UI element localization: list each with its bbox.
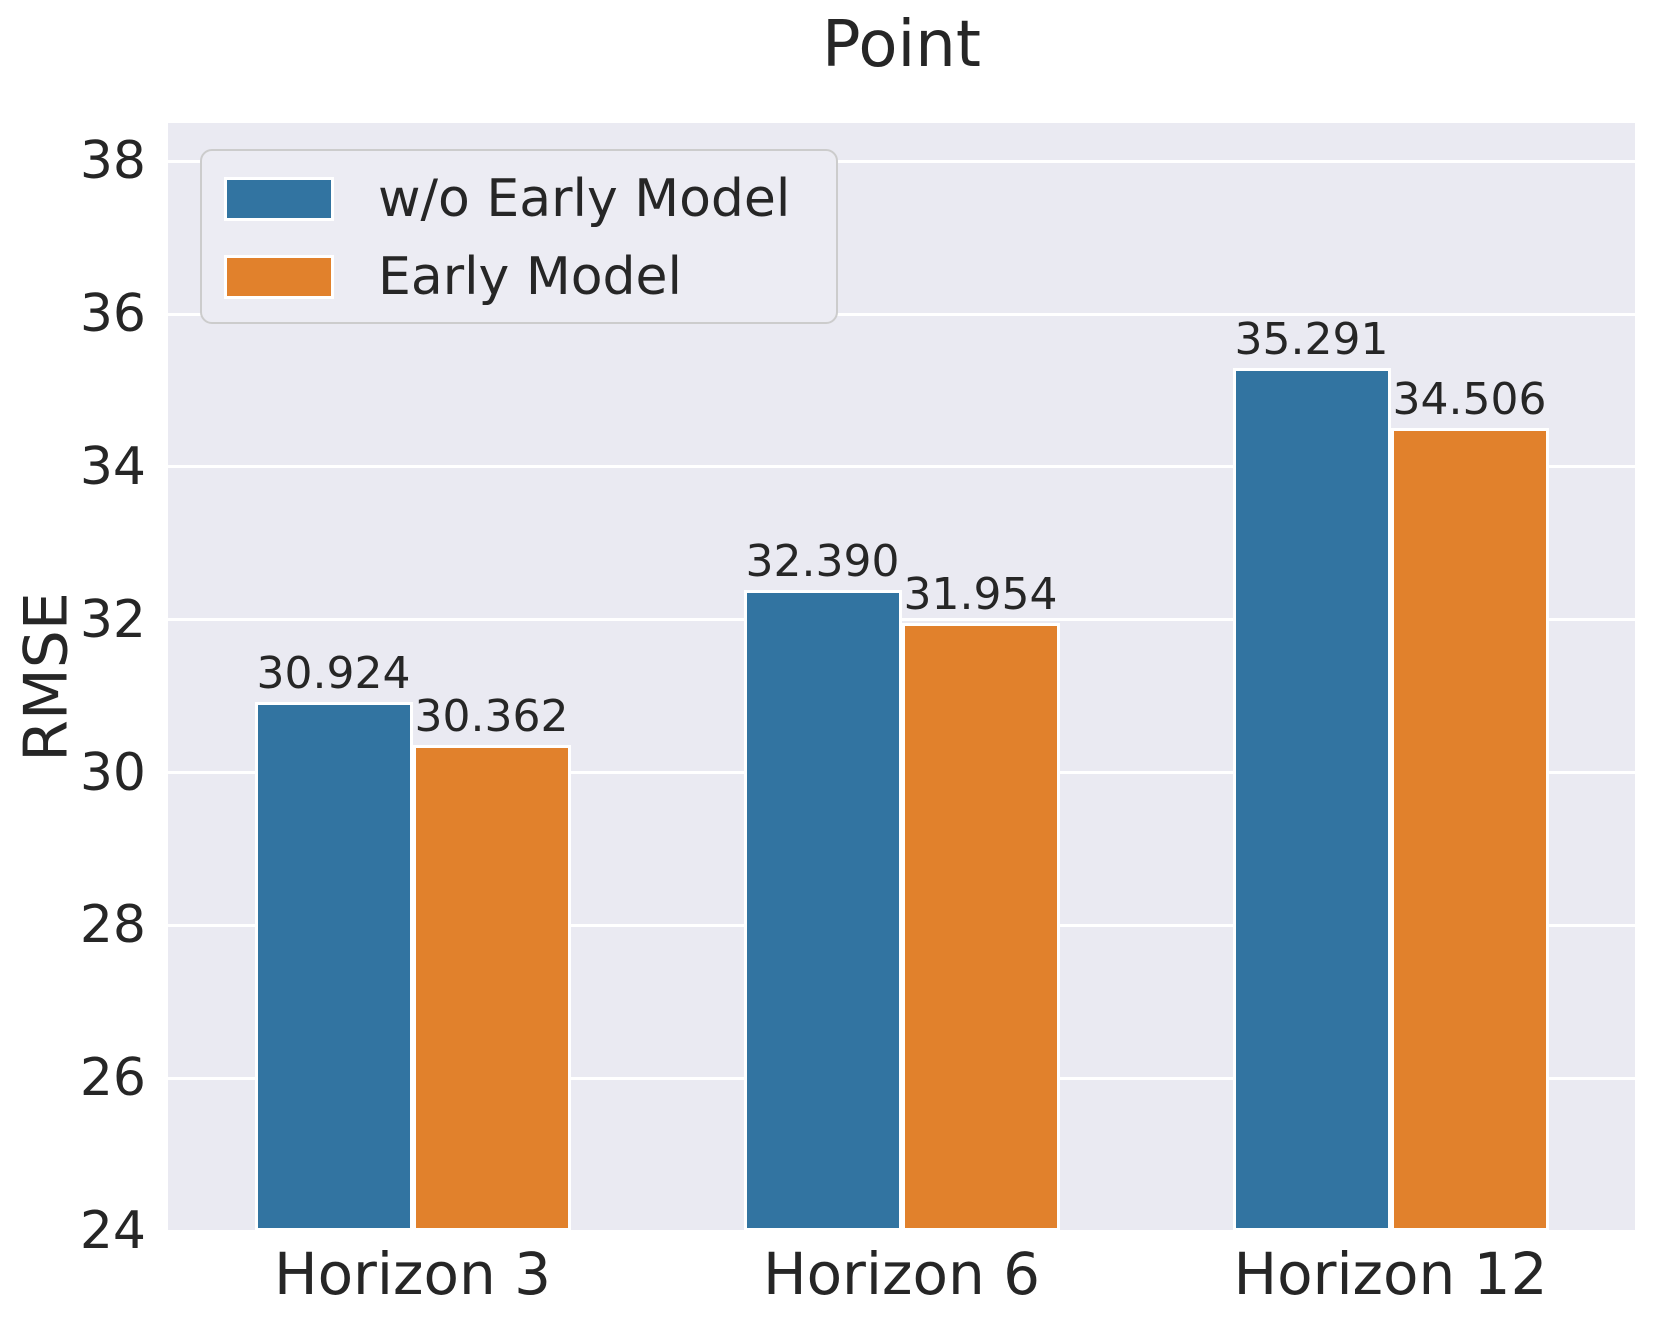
bar-group-2: 32.390 31.954 [657,123,1146,1231]
legend-row: w/o Early Model [224,160,836,238]
y-tick-label-36: 36 [79,284,146,345]
plot-area: 30.924 30.362 32.390 31.954 35.291 34.506 w/o… [168,123,1635,1231]
y-tick-label-24: 24 [79,1201,146,1261]
y-axis-ticks: 24 26 28 30 32 34 36 38 [0,123,146,1257]
legend-label: w/o Early Model [378,169,791,229]
x-axis-ticks: Horizon 3 Horizon 6 Horizon 12 [168,1240,1635,1308]
bar-group-1: 30.924 30.362 [168,123,657,1231]
gridline-y-32 [168,618,1635,622]
bar-value-label: 31.954 [903,569,1058,621]
bar-early-model-2: 31.954 [901,573,1060,1231]
gridline-y-34 [168,465,1635,469]
legend-row: Early Model [224,238,836,316]
y-tick-label-32: 32 [79,589,146,650]
bar-value-label: 34.506 [1392,374,1547,426]
x-tick-label-2: Horizon 6 [762,1240,1041,1308]
legend-label: Early Model [378,247,682,307]
bar-value-label: 35.291 [1234,314,1389,366]
gridline-y-38 [168,159,1635,163]
bar-value-label: 32.390 [745,535,900,587]
y-tick-label-38: 38 [79,131,146,192]
bar-early-model-3: 34.506 [1390,378,1549,1231]
bar-groups: 30.924 30.362 32.390 31.954 35.291 34.506 [168,123,1635,1231]
y-tick-label-28: 28 [79,895,146,956]
bar-early-model-1: 30.362 [412,694,571,1231]
bar-w-o-early-model-2: 32.390 [743,539,902,1231]
bar-w-o-early-model-1: 30.924 [254,651,413,1231]
y-tick-label-34: 34 [79,436,146,497]
y-tick-label-26: 26 [79,1048,146,1109]
x-tick-label-1: Horizon 3 [273,1240,552,1308]
y-tick-label-30: 30 [79,742,146,803]
legend: w/o Early Model Early Model [200,149,838,324]
bar-group-3: 35.291 34.506 [1146,123,1635,1231]
x-tick-label-3: Horizon 12 [1233,1240,1548,1308]
legend-swatch-icon [224,177,334,221]
bar-w-o-early-model-3: 35.291 [1232,318,1391,1231]
legend-swatch-icon [224,255,334,299]
bar-value-label: 30.924 [256,647,411,699]
gridline-y-36 [168,312,1635,316]
bar-value-label: 30.362 [414,690,569,742]
chart-title: Point [822,8,981,82]
